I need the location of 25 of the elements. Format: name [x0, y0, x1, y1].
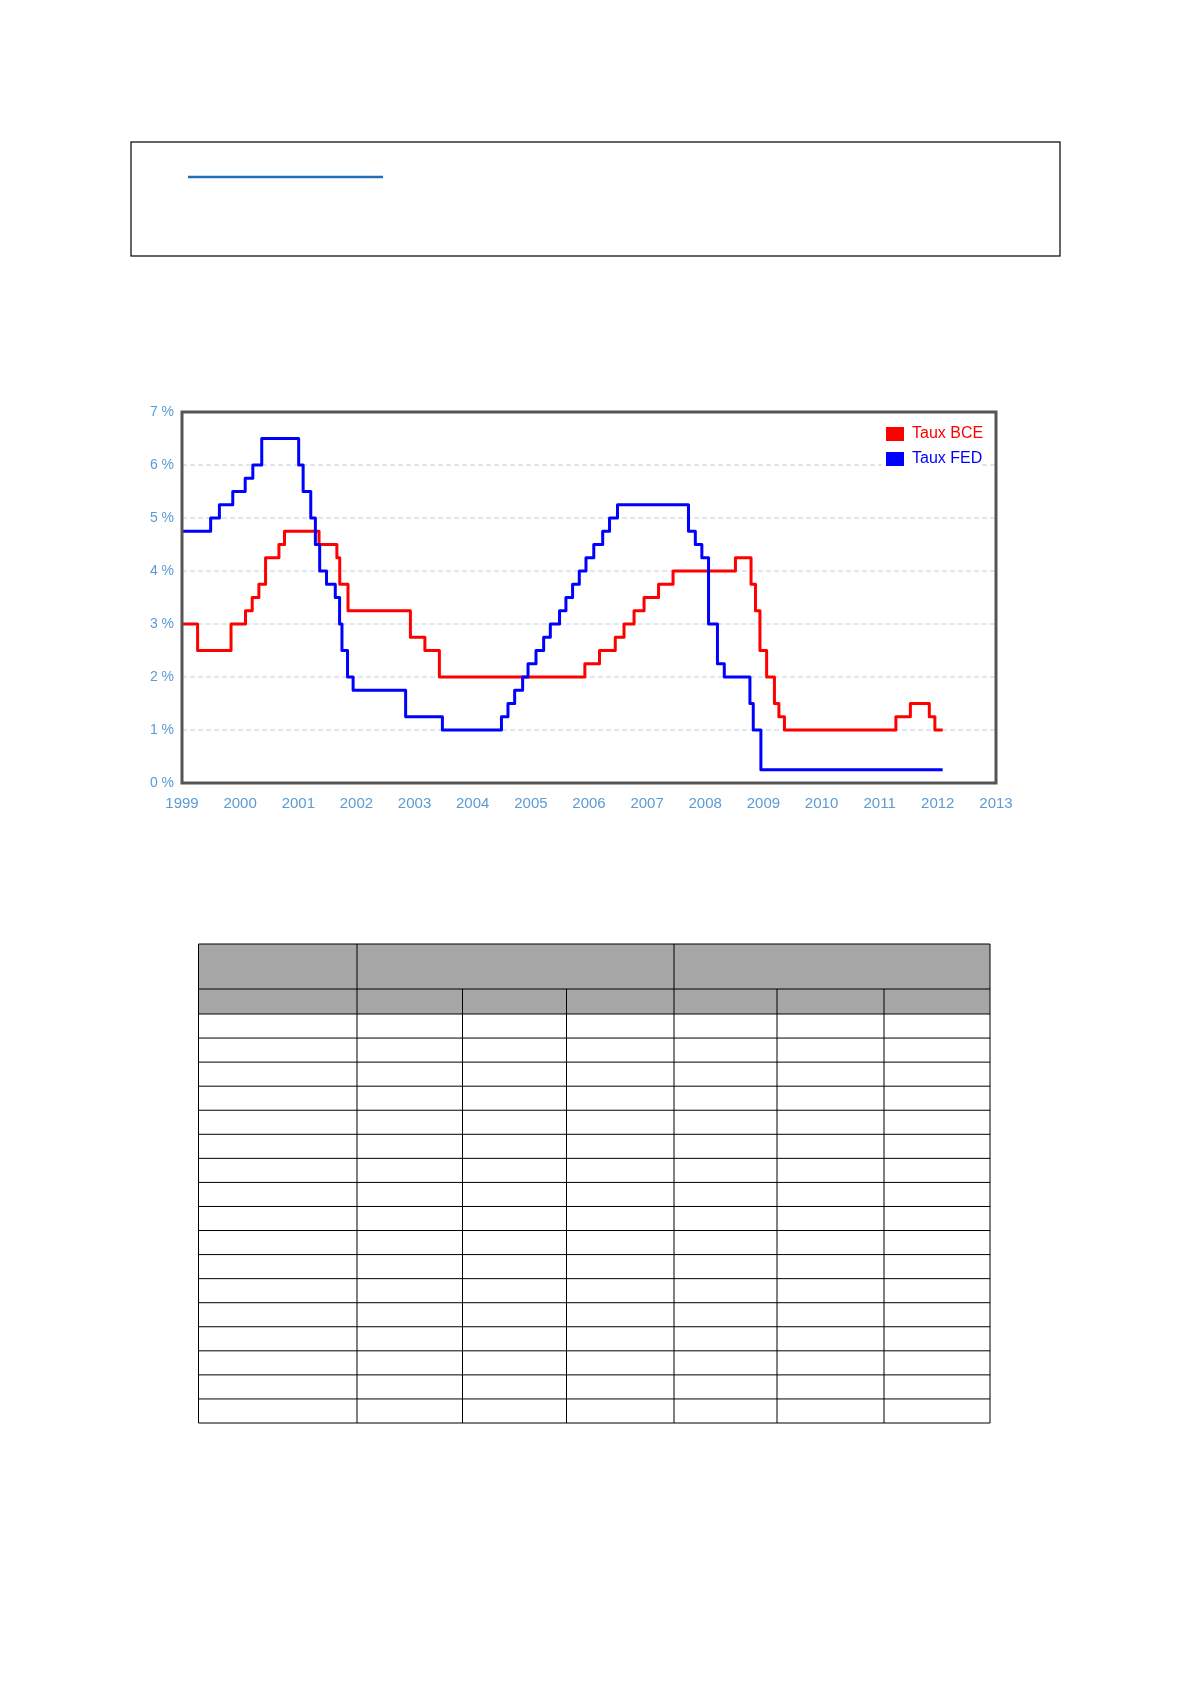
- y-tick-label: 7 %: [149, 402, 174, 419]
- y-tick-label: 1 %: [149, 720, 174, 737]
- x-tick-label: 2006: [572, 793, 606, 811]
- x-tick-label: 2002: [339, 793, 374, 811]
- x-tick-label: 2009: [746, 793, 781, 811]
- x-tick-label: 2008: [688, 793, 722, 811]
- y-tick-label: 4 %: [149, 561, 174, 578]
- y-tick-label: 0 %: [149, 773, 174, 790]
- x-tick-label: 2011: [863, 793, 896, 811]
- x-tick-label: 2007: [630, 793, 664, 811]
- x-tick-label: 2013: [979, 793, 1013, 811]
- x-tick-label: 2004: [455, 793, 490, 811]
- x-tick-label: 2000: [223, 793, 257, 811]
- y-tick-label: 2 %: [149, 667, 174, 684]
- x-tick-label: 2001: [281, 793, 316, 811]
- x-tick-label: 2010: [804, 793, 839, 811]
- x-tick-label: 2003: [397, 793, 432, 811]
- y-tick-label: 3 %: [149, 614, 174, 631]
- x-tick-label: 2005: [514, 793, 548, 811]
- legend-label: Taux FED: [912, 449, 983, 467]
- y-tick-label: 6 %: [149, 455, 174, 472]
- x-tick-label: 2012: [921, 793, 955, 811]
- y-tick-label: 5 %: [149, 508, 174, 525]
- legend-label: Taux BCE: [912, 424, 984, 442]
- x-tick-label: 1999: [165, 793, 199, 811]
